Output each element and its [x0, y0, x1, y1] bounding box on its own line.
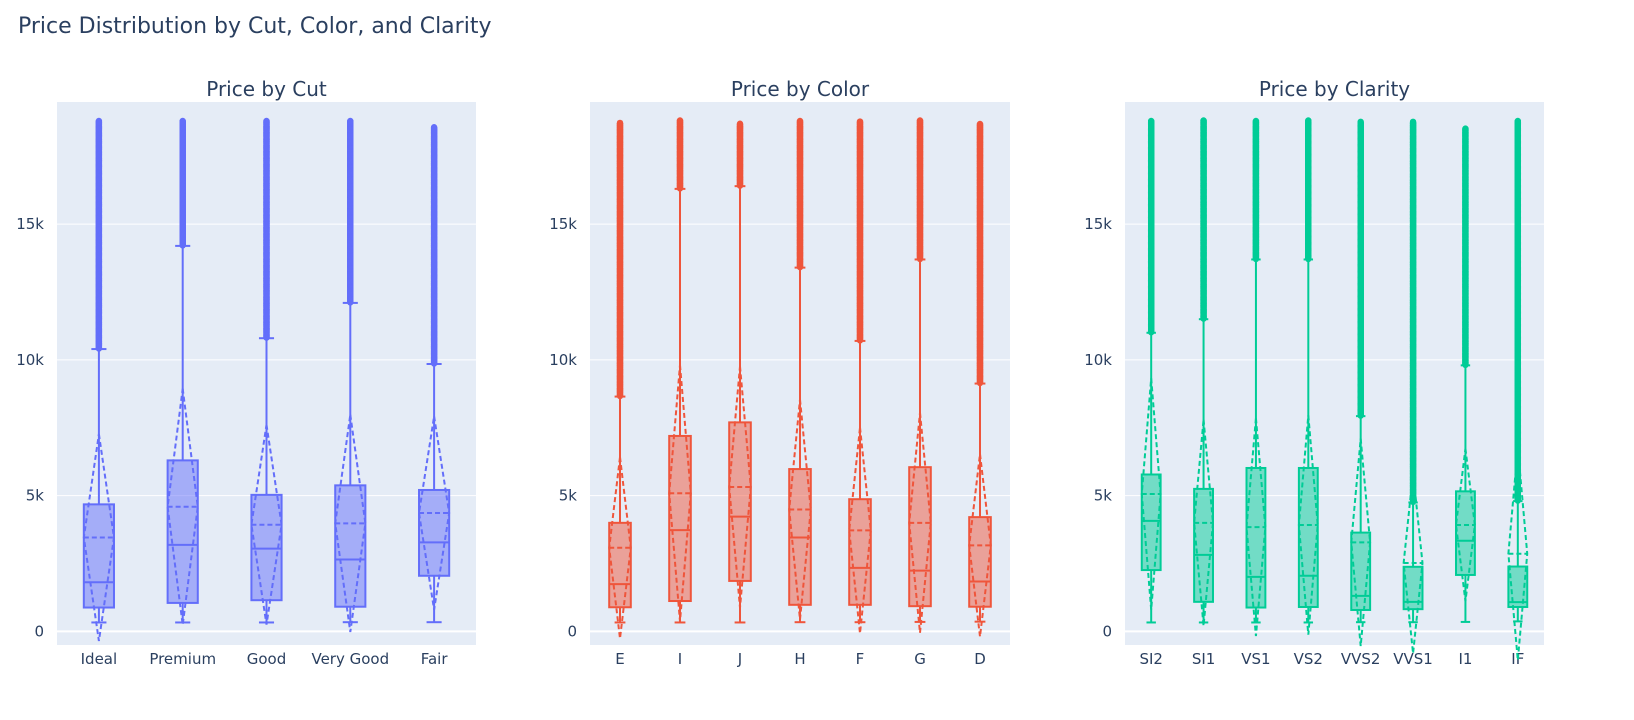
outlier-point [431, 124, 437, 130]
y-tick-label: 0 [34, 622, 44, 640]
x-tick-label: E [615, 650, 624, 668]
box-body [251, 495, 281, 600]
y-tick-label: 5k [26, 487, 45, 505]
x-tick-label: F [856, 650, 865, 668]
outlier-point [180, 118, 186, 124]
y-tick-label: 0 [567, 622, 577, 640]
x-tick-label: I [678, 650, 682, 668]
outlier-point [677, 117, 683, 123]
x-tick-label: G [914, 650, 926, 668]
outlier-point [1148, 118, 1154, 124]
x-tick-label: SI2 [1139, 650, 1163, 668]
box-body [168, 460, 198, 603]
y-tick-label: 15k [549, 215, 577, 233]
box-body [335, 485, 365, 606]
box-body [969, 517, 991, 607]
y-tick-label: 10k [16, 351, 44, 369]
outlier-point [857, 118, 863, 124]
x-tick-label: H [794, 650, 805, 668]
x-tick-label: Fair [421, 650, 449, 668]
x-tick-label: Good [247, 650, 287, 668]
subplot-title: Price by Color [731, 77, 870, 101]
x-tick-label: J [737, 650, 742, 668]
x-tick-label: SI1 [1192, 650, 1216, 668]
x-tick-label: Very Good [311, 650, 389, 668]
y-tick-label: 5k [559, 487, 578, 505]
figure-title: Price Distribution by Cut, Color, and Cl… [18, 14, 491, 39]
outlier-point [347, 118, 353, 124]
outlier-point [96, 118, 102, 124]
outlier-point [617, 120, 623, 126]
subplot-title: Price by Cut [206, 77, 327, 101]
outlier-point [917, 117, 923, 123]
x-tick-label: VS1 [1241, 650, 1270, 668]
y-tick-label: 10k [549, 351, 577, 369]
box-body [84, 504, 114, 607]
y-tick-label: 10k [1084, 351, 1112, 369]
subplot-title: Price by Clarity [1259, 77, 1410, 101]
y-tick-label: 15k [1084, 215, 1112, 233]
y-tick-label: 0 [1102, 622, 1112, 640]
outlier-point [263, 118, 269, 124]
box-body [609, 523, 631, 607]
outlier-point [977, 121, 983, 127]
outlier-point [737, 121, 743, 127]
plot-area [1125, 102, 1544, 645]
box-body [419, 490, 449, 576]
y-tick-label: 5k [1094, 487, 1113, 505]
outlier-point [1200, 117, 1206, 123]
x-tick-label: D [974, 650, 986, 668]
outlier-point [797, 118, 803, 124]
x-tick-label: Ideal [81, 650, 118, 668]
x-tick-label: Premium [149, 650, 216, 668]
y-tick-label: 15k [16, 215, 44, 233]
